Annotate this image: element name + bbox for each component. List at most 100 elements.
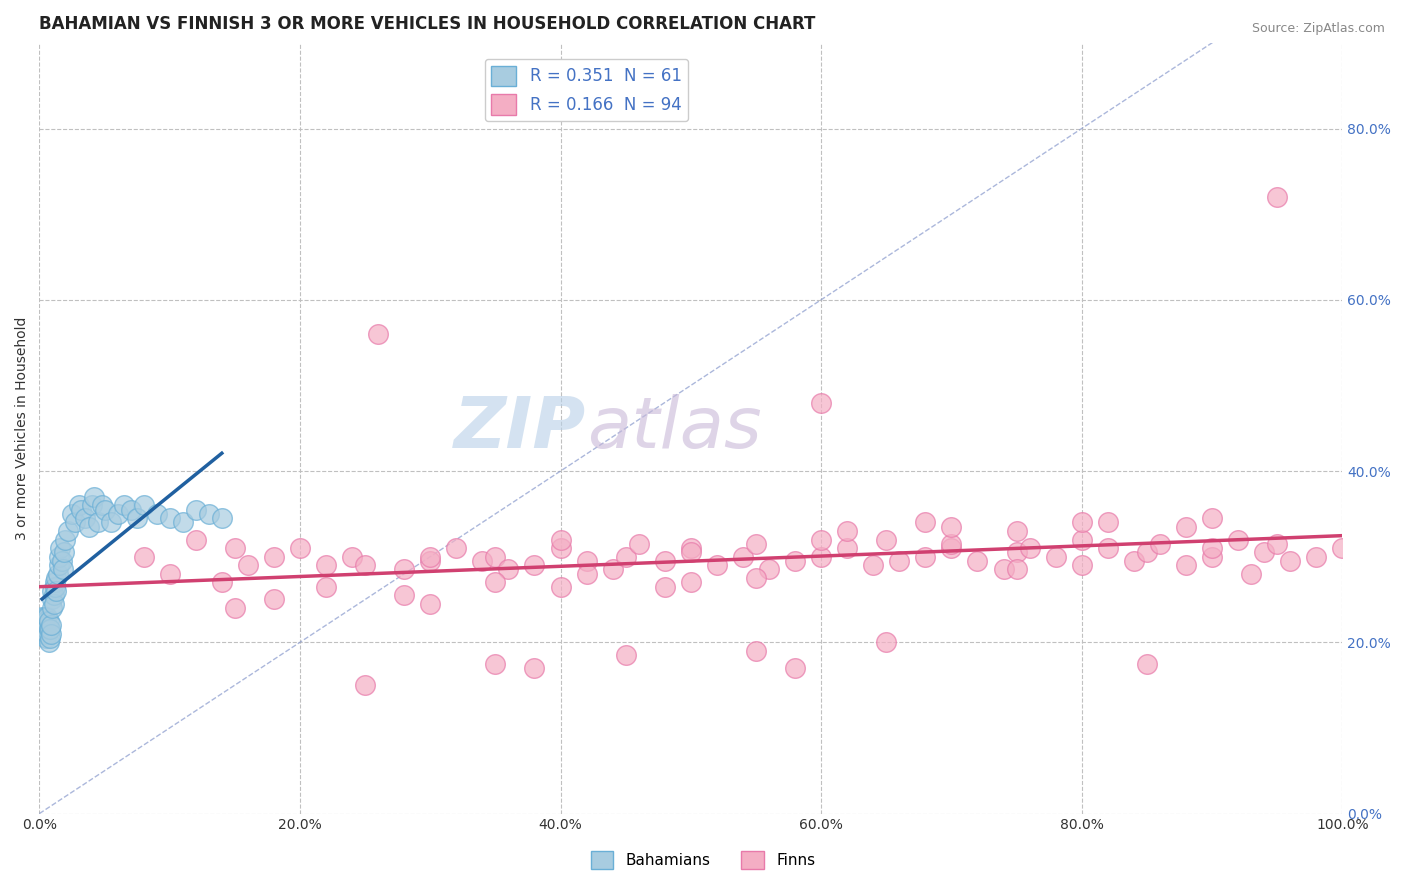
Point <box>80 498 103 512</box>
Point <box>419 554 441 568</box>
Point <box>1018 541 1040 555</box>
Point <box>1045 549 1067 564</box>
Point <box>1070 533 1092 547</box>
Point <box>41 601 63 615</box>
Point <box>783 661 806 675</box>
Point <box>498 562 520 576</box>
Point <box>39 626 62 640</box>
Point <box>263 549 285 564</box>
Point <box>627 537 650 551</box>
Point <box>37 618 59 632</box>
Point <box>83 490 105 504</box>
Point <box>34 609 56 624</box>
Point <box>875 533 897 547</box>
Point <box>35 631 58 645</box>
Point <box>184 533 207 547</box>
Point <box>236 558 259 573</box>
Point <box>77 519 100 533</box>
Point <box>471 554 494 568</box>
Point <box>1201 549 1223 564</box>
Point <box>38 623 60 637</box>
Point <box>211 575 233 590</box>
Point <box>127 511 149 525</box>
Point <box>42 588 65 602</box>
Point <box>44 575 66 590</box>
Point <box>783 554 806 568</box>
Point <box>159 511 181 525</box>
Point <box>60 507 83 521</box>
Point <box>1097 541 1119 555</box>
Point <box>1240 566 1263 581</box>
Point <box>1070 516 1092 530</box>
Point <box>837 541 859 555</box>
Point <box>42 597 65 611</box>
Point <box>48 558 70 573</box>
Point <box>392 562 415 576</box>
Point <box>484 657 506 671</box>
Point <box>1305 549 1327 564</box>
Point <box>419 597 441 611</box>
Point <box>45 571 67 585</box>
Point <box>49 541 72 555</box>
Point <box>1136 545 1159 559</box>
Point <box>70 502 93 516</box>
Point <box>93 502 115 516</box>
Point <box>197 507 219 521</box>
Point <box>67 498 90 512</box>
Point <box>1265 537 1288 551</box>
Point <box>315 558 337 573</box>
Point <box>575 566 598 581</box>
Point <box>354 558 377 573</box>
Point <box>184 502 207 516</box>
Point <box>45 583 67 598</box>
Point <box>55 533 77 547</box>
Y-axis label: 3 or more Vehicles in Household: 3 or more Vehicles in Household <box>15 317 30 540</box>
Point <box>1005 562 1028 576</box>
Point <box>484 549 506 564</box>
Point <box>602 562 624 576</box>
Point <box>550 541 572 555</box>
Point <box>966 554 988 568</box>
Point <box>679 545 702 559</box>
Point <box>38 614 60 628</box>
Point <box>32 614 55 628</box>
Point <box>41 592 63 607</box>
Point <box>41 583 63 598</box>
Point <box>941 541 963 555</box>
Point <box>993 562 1015 576</box>
Point <box>862 558 884 573</box>
Point <box>706 558 728 573</box>
Point <box>38 631 60 645</box>
Point <box>211 511 233 525</box>
Point <box>889 554 911 568</box>
Point <box>288 541 311 555</box>
Point <box>48 549 70 564</box>
Point <box>550 580 572 594</box>
Point <box>56 524 79 538</box>
Point <box>810 549 832 564</box>
Point <box>52 562 75 576</box>
Point <box>224 601 246 615</box>
Legend: Bahamians, Finns: Bahamians, Finns <box>585 845 821 875</box>
Point <box>44 580 66 594</box>
Text: Source: ZipAtlas.com: Source: ZipAtlas.com <box>1251 22 1385 36</box>
Point <box>1122 554 1144 568</box>
Point <box>745 644 768 658</box>
Point <box>35 614 58 628</box>
Point <box>34 618 56 632</box>
Point <box>523 661 546 675</box>
Point <box>1070 558 1092 573</box>
Point <box>37 626 59 640</box>
Point <box>392 588 415 602</box>
Point <box>32 626 55 640</box>
Point <box>1005 524 1028 538</box>
Point <box>575 554 598 568</box>
Point <box>1279 554 1302 568</box>
Point <box>1331 541 1354 555</box>
Point <box>1253 545 1275 559</box>
Point <box>53 545 76 559</box>
Point <box>39 618 62 632</box>
Point <box>810 533 832 547</box>
Point <box>37 609 59 624</box>
Point <box>63 516 86 530</box>
